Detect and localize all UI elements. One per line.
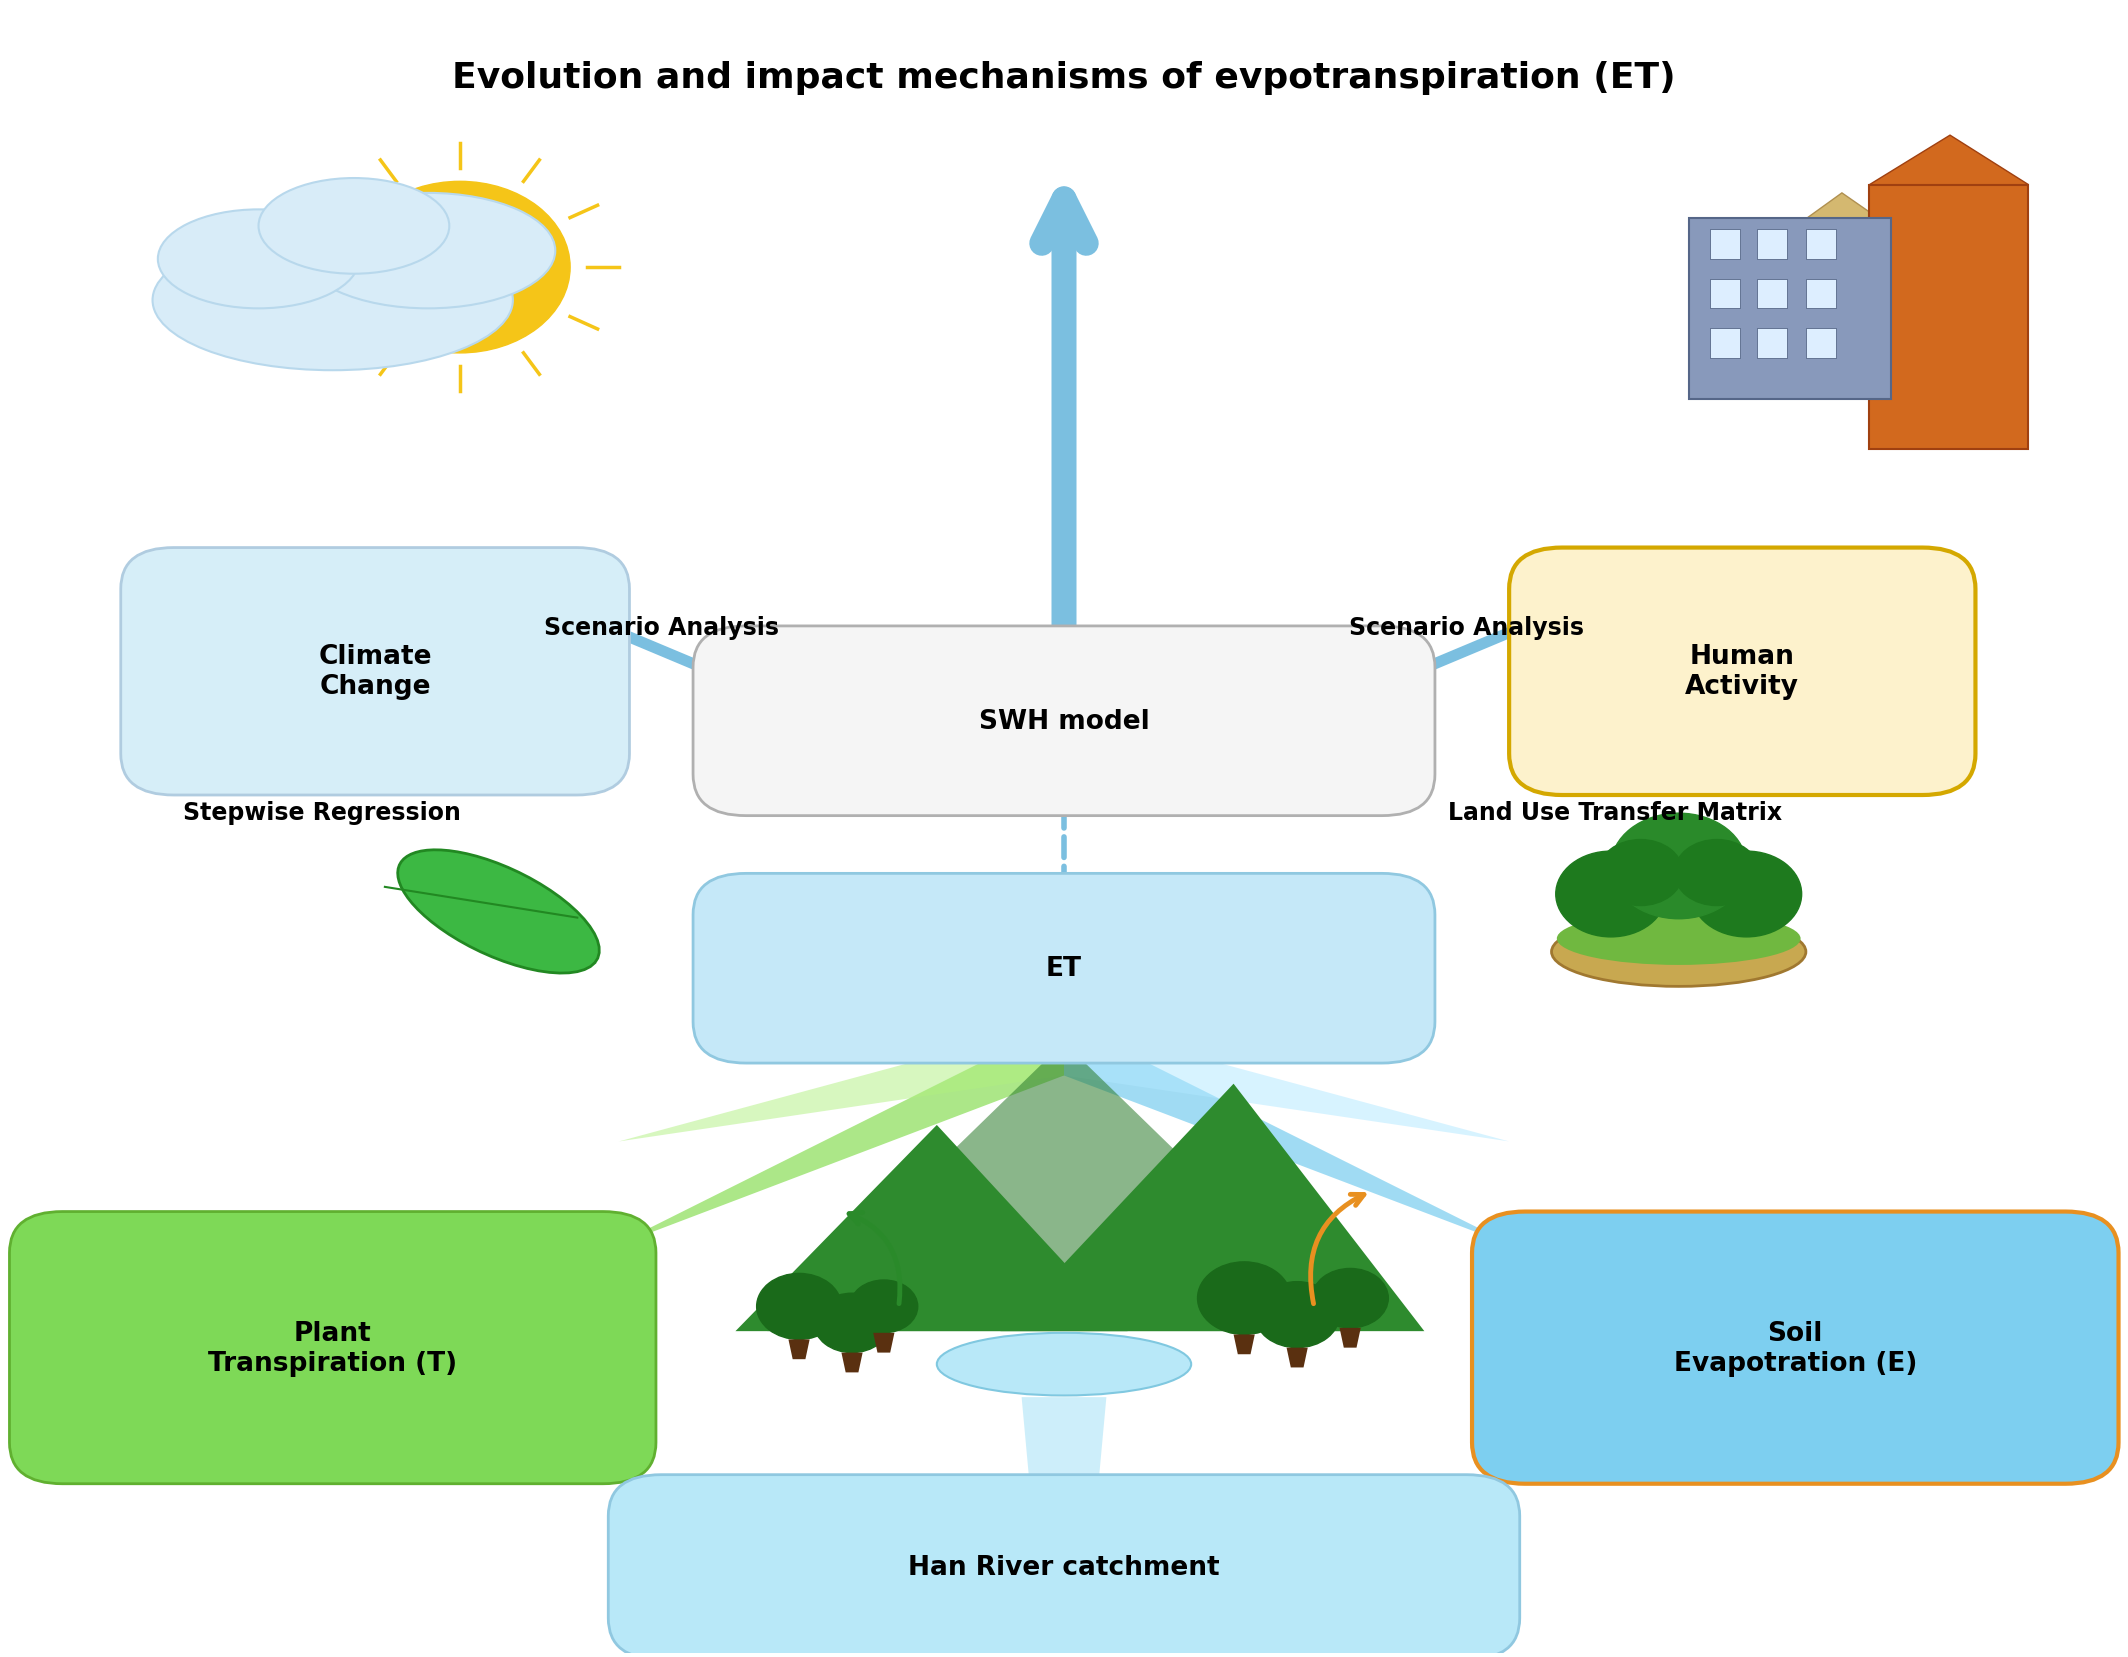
Text: Evolution and impact mechanisms of evpotranspiration (ET): Evolution and impact mechanisms of evpot… (451, 61, 1677, 96)
Ellipse shape (257, 179, 449, 275)
Polygon shape (1339, 1327, 1360, 1347)
Text: Land Use Transfer Matrix: Land Use Transfer Matrix (1447, 800, 1781, 824)
FancyBboxPatch shape (609, 1475, 1519, 1657)
FancyBboxPatch shape (1711, 230, 1741, 260)
FancyBboxPatch shape (1871, 186, 2028, 449)
FancyBboxPatch shape (1807, 280, 1836, 310)
FancyBboxPatch shape (694, 873, 1434, 1064)
FancyBboxPatch shape (1711, 280, 1741, 310)
Polygon shape (872, 1332, 894, 1352)
Text: Climate
Change: Climate Change (319, 645, 432, 699)
Text: Human
Activity: Human Activity (1685, 645, 1800, 699)
Circle shape (758, 1274, 841, 1339)
Circle shape (1598, 840, 1683, 906)
FancyBboxPatch shape (9, 1211, 655, 1485)
FancyBboxPatch shape (1473, 1211, 2119, 1485)
Ellipse shape (936, 1332, 1192, 1395)
Polygon shape (841, 1352, 862, 1372)
FancyBboxPatch shape (1758, 330, 1788, 358)
FancyBboxPatch shape (1758, 280, 1788, 310)
Text: Scenario Analysis: Scenario Analysis (545, 615, 779, 640)
Polygon shape (619, 1021, 1064, 1142)
FancyBboxPatch shape (1807, 330, 1836, 358)
Circle shape (1256, 1283, 1339, 1347)
Polygon shape (768, 1042, 1360, 1331)
Circle shape (1692, 852, 1802, 938)
Polygon shape (1871, 136, 2028, 186)
Polygon shape (1234, 1334, 1256, 1354)
Polygon shape (1000, 1084, 1424, 1331)
Polygon shape (1287, 1347, 1309, 1367)
Circle shape (1675, 840, 1760, 906)
Ellipse shape (153, 230, 513, 371)
Polygon shape (1021, 1397, 1107, 1513)
FancyBboxPatch shape (1785, 235, 1900, 383)
Ellipse shape (157, 210, 360, 310)
Circle shape (849, 1281, 917, 1332)
Text: Soil
Evapotration (E): Soil Evapotration (E) (1673, 1321, 1917, 1375)
Polygon shape (609, 1021, 1064, 1249)
FancyBboxPatch shape (1711, 330, 1741, 358)
Circle shape (1313, 1269, 1387, 1327)
FancyBboxPatch shape (694, 626, 1434, 817)
FancyBboxPatch shape (121, 548, 630, 795)
Ellipse shape (1558, 913, 1800, 966)
Ellipse shape (1551, 918, 1807, 988)
Text: Scenario Analysis: Scenario Analysis (1349, 615, 1583, 640)
Polygon shape (1785, 194, 1900, 235)
Text: ET: ET (1047, 956, 1081, 981)
Ellipse shape (300, 194, 555, 310)
FancyBboxPatch shape (1690, 219, 1890, 399)
Circle shape (813, 1294, 890, 1352)
Circle shape (1556, 852, 1666, 938)
FancyBboxPatch shape (1509, 548, 1975, 795)
Text: Stepwise Regression: Stepwise Regression (183, 800, 462, 824)
Polygon shape (1064, 1021, 1519, 1249)
Polygon shape (736, 1125, 1128, 1331)
Circle shape (1198, 1263, 1292, 1334)
Text: Han River catchment: Han River catchment (909, 1554, 1219, 1581)
Text: Plant
Transpiration (T): Plant Transpiration (T) (209, 1321, 458, 1375)
Circle shape (1611, 814, 1747, 920)
Circle shape (349, 182, 570, 353)
Polygon shape (789, 1339, 809, 1359)
Polygon shape (1064, 1021, 1509, 1142)
FancyBboxPatch shape (1807, 230, 1836, 260)
Polygon shape (398, 850, 600, 973)
FancyBboxPatch shape (1758, 230, 1788, 260)
Text: SWH model: SWH model (979, 708, 1149, 734)
